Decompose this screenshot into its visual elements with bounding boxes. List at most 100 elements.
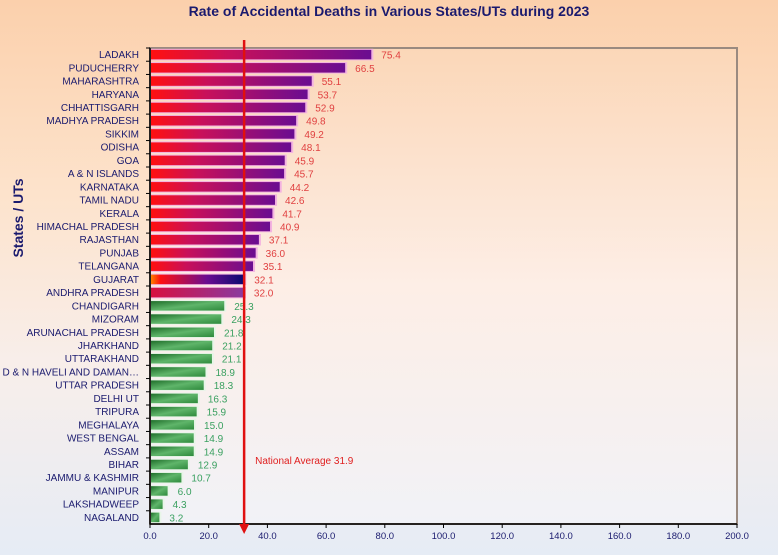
bar [151, 406, 197, 417]
category-label: GUJARAT [93, 275, 139, 286]
bar [151, 486, 168, 496]
bar [151, 327, 214, 338]
value-label: 52.9 [315, 104, 335, 115]
value-label: 24.3 [231, 315, 251, 326]
bar [151, 301, 225, 311]
category-label: PUDUCHERRY [69, 63, 140, 74]
x-tick-label: 160.0 [608, 531, 632, 542]
category-label: A & N ISLANDS [68, 169, 139, 180]
category-label: DELHI UT [93, 394, 139, 405]
value-label: 48.1 [301, 143, 321, 154]
bar [151, 367, 206, 377]
value-label: 6.0 [178, 487, 192, 498]
value-label: 32.0 [254, 289, 274, 300]
bar [151, 499, 163, 509]
category-label: WEST BENGAL [67, 434, 139, 445]
value-label: 36.0 [266, 249, 286, 260]
bar [151, 115, 297, 126]
category-label: D & N HAVELI AND DAMAN… [2, 367, 139, 378]
category-label: RAJASTHAN [80, 235, 139, 246]
category-label: MEGHALAYA [78, 420, 139, 431]
value-label: 16.3 [208, 394, 228, 405]
bar [151, 102, 306, 113]
category-label: JHARKHAND [78, 341, 139, 352]
value-label: 21.2 [222, 342, 242, 353]
category-label: HARYANA [92, 90, 140, 101]
value-label: 41.7 [282, 209, 302, 220]
chart-title: Rate of Accidental Deaths in Various Sta… [188, 3, 590, 19]
value-label: 55.1 [322, 77, 342, 88]
plot-area [149, 47, 738, 525]
x-tick-label: 140.0 [549, 531, 573, 542]
value-label: 3.2 [169, 513, 183, 524]
category-label: MAHARASHTRA [62, 77, 139, 88]
x-tick-label: 200.0 [725, 531, 749, 542]
value-label: 21.8 [224, 328, 244, 339]
value-label: 66.5 [355, 64, 375, 75]
category-label: MANIPUR [93, 486, 139, 497]
x-tick-label: 40.0 [258, 531, 277, 542]
category-label: ASSAM [104, 447, 139, 458]
value-label: 75.4 [381, 51, 401, 62]
category-label: KARNATAKA [80, 182, 139, 193]
x-tick-label: 180.0 [666, 531, 690, 542]
value-label: 37.1 [269, 236, 289, 247]
category-label: CHANDIGARH [72, 301, 139, 312]
category-label: CHHATTISGARH [61, 103, 139, 114]
category-label: BIHAR [108, 460, 139, 471]
value-label: 14.9 [204, 447, 224, 458]
bar [151, 248, 256, 258]
national-average-label: National Average 31.9 [255, 456, 354, 467]
value-label: 14.9 [204, 434, 224, 445]
bar [151, 472, 182, 483]
category-label: LADAKH [99, 50, 139, 61]
value-label: 15.9 [207, 408, 227, 419]
bar [151, 208, 273, 219]
category-label: LAKSHADWEEP [63, 500, 139, 511]
category-label: UTTAR PRADESH [55, 381, 139, 392]
category-label: MADHYA PRADESH [46, 116, 139, 127]
bar [151, 446, 194, 457]
category-label: TAMIL NADU [80, 196, 139, 207]
bar [151, 76, 312, 86]
bar [151, 142, 292, 152]
value-label: 18.3 [214, 381, 234, 392]
bar [151, 49, 372, 60]
value-label: 35.1 [263, 262, 283, 273]
bar [151, 129, 295, 139]
bar [151, 353, 212, 364]
bar [151, 221, 271, 232]
category-label: UTTARAKHAND [65, 354, 139, 365]
bar [151, 314, 222, 324]
category-label: ODISHA [101, 143, 140, 154]
value-label: 10.7 [191, 474, 211, 485]
bar [151, 459, 188, 470]
category-label: TELANGANA [78, 262, 139, 273]
category-label: ARUNACHAL PRADESH [27, 328, 139, 339]
category-label: MIZORAM [92, 315, 139, 326]
category-label: SIKKIM [105, 129, 139, 140]
x-tick-label: 20.0 [199, 531, 218, 542]
value-label: 18.9 [215, 368, 235, 379]
value-label: 15.0 [204, 421, 224, 432]
value-label: 12.9 [198, 461, 218, 472]
bar [151, 234, 259, 245]
value-label: 42.6 [285, 196, 305, 207]
bar [151, 512, 160, 523]
bar [151, 63, 346, 73]
value-label: 40.9 [280, 223, 300, 234]
bar [151, 393, 198, 404]
category-label: ANDHRA PRADESH [46, 288, 139, 299]
bar [151, 420, 195, 430]
value-label: 49.2 [304, 130, 324, 141]
x-tick-label: 0.0 [143, 531, 156, 542]
bar [151, 155, 285, 166]
category-label: GOA [117, 156, 140, 167]
category-label: NAGALAND [84, 513, 139, 524]
x-tick-label: 120.0 [490, 531, 514, 542]
value-label: 32.1 [254, 275, 274, 286]
category-label: PUNJAB [100, 248, 140, 259]
value-label: 21.1 [222, 355, 242, 366]
x-tick-label: 80.0 [376, 531, 395, 542]
